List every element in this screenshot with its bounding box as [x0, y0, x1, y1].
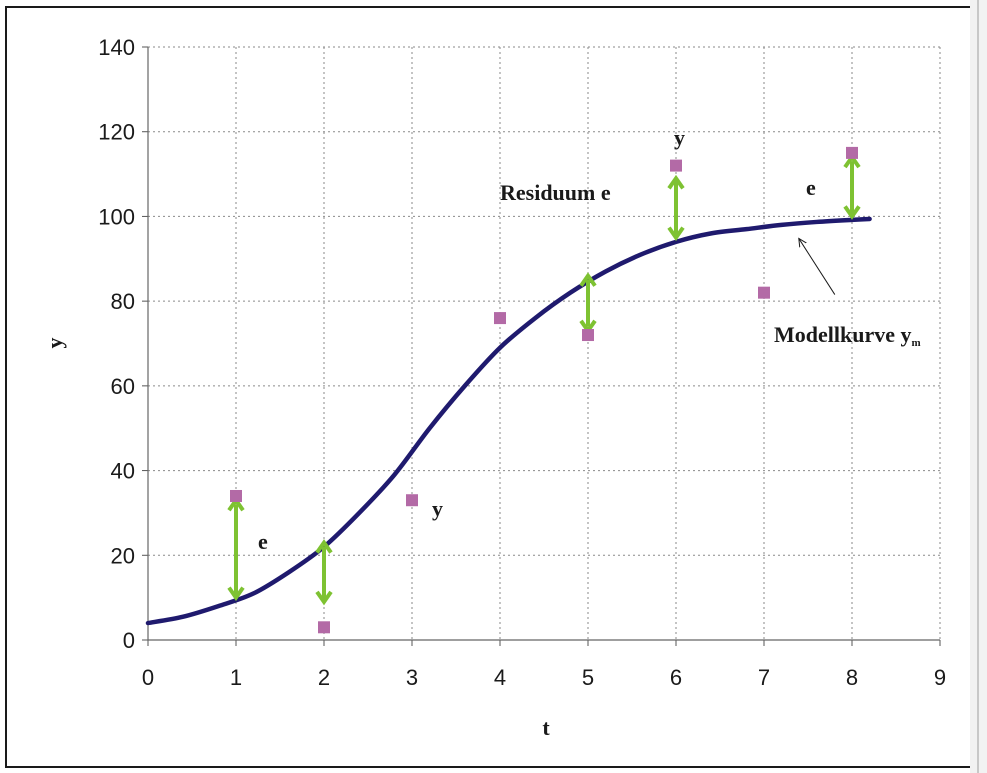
residual-arrow-head-top [579, 272, 597, 287]
model-curve [145, 216, 872, 626]
y-tick-label: 140 [98, 35, 135, 60]
annotation-model-sub: m [912, 337, 921, 349]
annotation-model: Modellkurve ym [774, 322, 921, 349]
model-curve-group [145, 216, 872, 626]
residual-arrow [667, 174, 685, 242]
x-tick-label: 3 [406, 665, 418, 690]
x-tick-label: 9 [934, 665, 946, 690]
residual-arrow [315, 539, 333, 606]
data-point [582, 329, 594, 342]
y-tick-label: 60 [111, 374, 135, 399]
y-tick-label: 0 [123, 628, 135, 653]
residual-arrow [843, 153, 861, 220]
chart-frame [5, 6, 972, 768]
pointer-arrow-group [799, 238, 836, 295]
data-point [846, 146, 858, 159]
y-tick-label: 100 [98, 204, 135, 229]
x-tick-label: 6 [670, 665, 682, 690]
annotation-e-2: e [806, 175, 816, 200]
annotation-y-2: y [674, 125, 685, 150]
window-edge-line [977, 0, 979, 773]
residual-arrow-head-bottom [843, 205, 861, 220]
y-tick-label: 20 [111, 543, 135, 568]
data-point [406, 494, 418, 507]
annotation-y-1: y [432, 496, 443, 521]
annotation-residuum: Residuum e [500, 180, 611, 205]
axes [142, 46, 941, 646]
y-axis-label: y [42, 338, 67, 349]
annotation-e-1: e [258, 529, 268, 554]
y-tick-label: 80 [111, 289, 135, 314]
data-point [230, 489, 242, 502]
x-tick-label: 8 [846, 665, 858, 690]
data-point [758, 286, 770, 299]
x-tick-label: 4 [494, 665, 506, 690]
tick-labels: 0 1 2 3 4 5 6 7 8 9 0 20 40 60 80 100 120 140 [98, 35, 946, 690]
pointer-arrow [799, 238, 836, 295]
residual-arrow-head-top [667, 174, 685, 190]
residual-arrow-head-bottom [227, 586, 245, 602]
residual-arrow-head-top [315, 539, 333, 554]
x-tick-label: 0 [142, 665, 154, 690]
x-axis-label: t [542, 715, 550, 740]
x-tick-label: 2 [318, 665, 330, 690]
residual-arrow-head-bottom [667, 226, 685, 242]
annotation-model-text: Modellkurve y [774, 322, 912, 347]
residual-arrow-head-bottom [315, 590, 333, 606]
data-point [494, 312, 506, 325]
x-tick-label: 7 [758, 665, 770, 690]
grid [148, 46, 941, 640]
y-tick-label: 40 [111, 459, 135, 484]
data-points [230, 146, 858, 634]
y-tick-label: 120 [98, 120, 135, 145]
data-point [318, 621, 330, 634]
residual-arrow [579, 272, 597, 335]
x-tick-label: 1 [230, 665, 242, 690]
data-point [670, 159, 682, 172]
x-tick-label: 5 [582, 665, 594, 690]
residual-arrow [227, 496, 245, 602]
